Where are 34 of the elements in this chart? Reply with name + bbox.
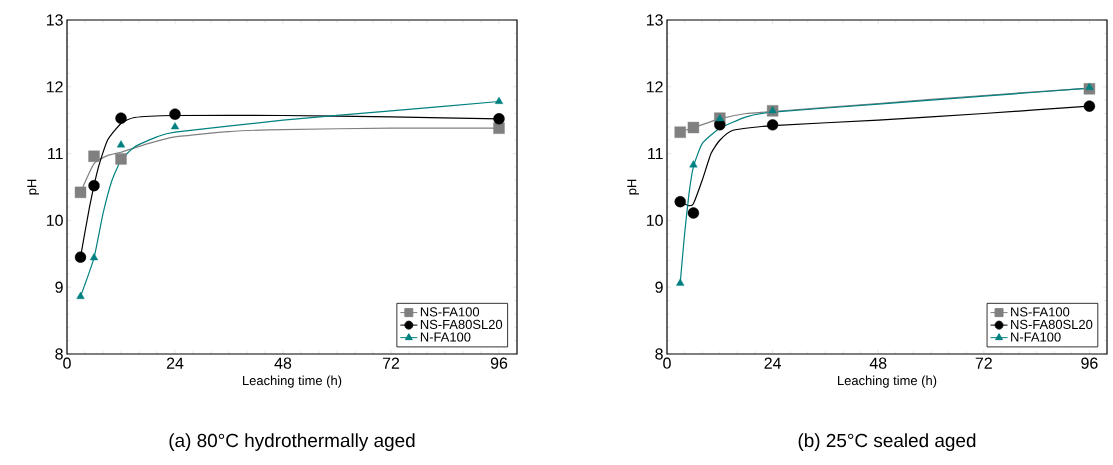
x-tick-label: 72 (382, 357, 400, 369)
x-tick-label: 96 (490, 357, 508, 369)
legend-label: NS-FA80SL20 (420, 319, 503, 330)
y-axis-title: pH (627, 179, 639, 195)
x-tick-label: 48 (869, 357, 887, 369)
legend-label: NS-FA80SL20 (1011, 319, 1093, 330)
text: (b) 25°C sealed aged (798, 433, 976, 451)
x-axis-title: Leaching time (h) (243, 375, 342, 388)
legend-label: NS-FA100 (420, 307, 480, 317)
y-tick-label: 12 (646, 81, 663, 93)
y-tick-label: 10 (46, 214, 63, 227)
legend-label: N-FA100 (1011, 332, 1061, 342)
x-tick-label: 72 (975, 357, 992, 369)
y-tick-label: 13 (46, 14, 63, 26)
y-axis-title: pH (27, 179, 39, 195)
x-tick-label: 24 (166, 357, 184, 369)
legend-label: N-FA100 (420, 332, 471, 342)
x-tick-label: 48 (274, 357, 292, 369)
x-axis-title: Leaching time (h) (838, 375, 937, 388)
y-tick-label: 9 (55, 281, 63, 293)
x-tick-label: 0 (663, 357, 671, 369)
y-tick-label: 8 (655, 348, 663, 360)
legend-label: NS-FA100 (1011, 307, 1070, 317)
x-tick-label: 24 (764, 357, 781, 369)
y-tick-label: 10 (646, 214, 663, 227)
y-tick-label: 8 (55, 348, 63, 360)
y-tick-label: 11 (48, 148, 63, 160)
y-tick-label: 13 (646, 14, 663, 26)
y-tick-label: 11 (648, 148, 663, 160)
x-tick-label: 96 (1081, 357, 1098, 369)
x-tick-label: 0 (63, 357, 71, 369)
text: (a) 80°C hydrothermally aged (169, 433, 415, 451)
y-tick-label: 9 (655, 281, 663, 293)
y-tick-label: 12 (46, 81, 63, 93)
